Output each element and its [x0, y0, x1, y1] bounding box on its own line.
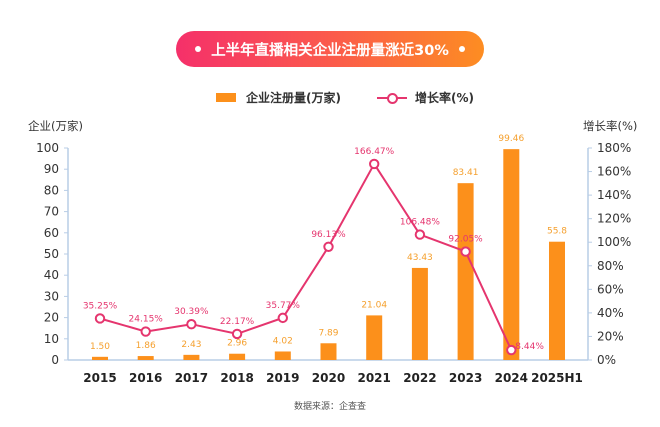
right-tick-label: 160% — [597, 165, 631, 179]
bar-value-label: 21.04 — [361, 300, 387, 310]
legend-line-label: 增长率(%) — [414, 91, 474, 105]
bar-value-label: 99.46 — [498, 134, 524, 144]
category-label: 2020 — [312, 371, 345, 385]
category-label: 2025H1 — [531, 371, 583, 385]
left-axis-title: 企业(万家) — [28, 119, 83, 133]
bar-2021 — [366, 315, 383, 360]
growth-point-2021 — [369, 158, 380, 170]
growth-value-label: 166.47% — [354, 147, 394, 157]
bar-2024 — [503, 149, 520, 360]
data-source: 数据来源：企查查 — [293, 402, 366, 412]
bar-2019 — [274, 351, 291, 360]
right-tick-label: 120% — [597, 212, 631, 226]
bar-2025H1 — [549, 241, 565, 360]
right-tick-label: 40% — [597, 306, 624, 320]
growth-point-2019 — [277, 312, 288, 324]
growth-value-label: 30.39% — [174, 307, 209, 317]
category-label: 2015 — [83, 371, 116, 385]
left-tick-label: 10 — [44, 332, 59, 346]
growth-point-2024 — [506, 344, 517, 356]
growth-point-2020 — [323, 241, 334, 252]
growth-point-2016 — [140, 326, 151, 337]
bar-value-label: 4.02 — [273, 336, 293, 346]
bar-value-label: 43.43 — [407, 253, 433, 263]
title-dot-right — [458, 46, 465, 52]
legend-bar-label: 企业注册量(万家) — [246, 91, 341, 105]
bar-value-label: 1.86 — [136, 341, 156, 351]
growth-point-2023 — [460, 246, 471, 257]
right-tick-label: 100% — [597, 235, 631, 249]
legend-item-bar: 企业注册量(万家) — [216, 89, 341, 106]
growth-value-label: 106.48% — [400, 218, 440, 228]
right-tick-label: 80% — [597, 259, 624, 273]
right-tick-label: 140% — [597, 188, 631, 202]
growth-point-2018 — [231, 328, 243, 340]
left-tick-label: 0 — [51, 353, 59, 367]
growth-value-label: 8.44% — [515, 342, 544, 352]
growth-value-label: 22.17% — [220, 317, 255, 327]
growth-value-label: 92.05% — [448, 235, 483, 245]
growth-point-2022 — [414, 229, 426, 240]
growth-rate-line — [99, 161, 513, 351]
category-label: 2024 — [495, 371, 528, 385]
category-label: 2019 — [266, 371, 299, 385]
bar-2017 — [183, 354, 200, 360]
bar-value-label: 55.8 — [547, 227, 567, 237]
bar-2022 — [411, 267, 428, 360]
title-dot-left — [195, 46, 202, 52]
left-tick-label: 50 — [44, 247, 59, 261]
right-tick-label: 60% — [597, 282, 624, 296]
category-label: 2022 — [403, 371, 436, 385]
bar-value-label: 7.89 — [318, 328, 338, 338]
bar-value-label: 83.41 — [453, 168, 479, 178]
bar-2016 — [137, 356, 154, 360]
category-label: 2016 — [129, 371, 162, 385]
category-label: 2021 — [357, 371, 390, 385]
legend-bar-swatch-icon — [216, 93, 236, 102]
bar-value-label: 2.96 — [227, 339, 247, 349]
left-tick-label: 100 — [36, 141, 59, 155]
left-tick-label: 40 — [44, 268, 59, 282]
right-tick-label: 180% — [597, 141, 631, 155]
legend-item-line: 增长率(%) — [341, 89, 474, 106]
bar-2015 — [92, 356, 108, 360]
right-tick-label: 20% — [597, 329, 624, 343]
growth-point-2017 — [186, 319, 197, 330]
right-axis-title: 增长率(%) — [583, 119, 638, 133]
growth-value-label: 35.25% — [83, 301, 118, 311]
category-label: 2017 — [175, 371, 208, 385]
chart-legend: 企业注册量(万家) 增长率(%) — [216, 89, 474, 106]
growth-value-label: 96.13% — [311, 230, 346, 240]
category-label: 2018 — [220, 371, 253, 385]
growth-value-label: 24.15% — [129, 315, 164, 325]
left-tick-label: 60 — [44, 226, 59, 240]
left-tick-label: 90 — [44, 162, 59, 176]
left-tick-label: 30 — [44, 289, 59, 303]
chart-title: 上半年直播相关企业注册量涨近30% — [211, 42, 449, 59]
category-label: 2023 — [449, 371, 482, 385]
chart-title-banner: 上半年直播相关企业注册量涨近30% — [176, 31, 484, 67]
bar-value-label: 1.50 — [90, 342, 110, 352]
left-tick-label: 20 — [44, 311, 59, 325]
bar-value-label: 2.43 — [181, 340, 201, 350]
bar-2020 — [320, 343, 337, 360]
left-tick-label: 80 — [44, 183, 59, 197]
right-tick-label: 0% — [597, 353, 616, 367]
growth-point-2015 — [94, 313, 106, 324]
bar-2018 — [229, 353, 246, 360]
left-tick-label: 70 — [44, 205, 59, 219]
bar-2023 — [457, 183, 474, 360]
legend-line-swatch-icon — [376, 92, 407, 104]
growth-value-label: 35.77% — [266, 301, 301, 311]
